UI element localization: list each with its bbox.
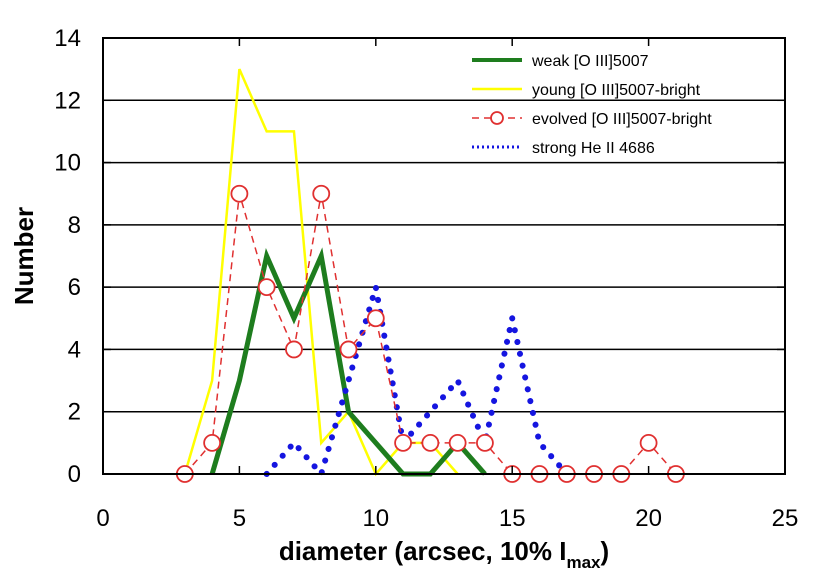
x-axis-label: diameter (arcsec, 10% Imax) bbox=[279, 536, 609, 572]
axis-ticks: 0 2 4 6 8 10 12 14 0 5 10 15 20 25 bbox=[54, 25, 798, 532]
x-tick-label: 25 bbox=[772, 505, 799, 532]
series-line bbox=[209, 247, 487, 477]
y-axis-label: Number bbox=[9, 207, 39, 305]
y-tick-label: 8 bbox=[68, 212, 81, 239]
data-point bbox=[476, 433, 494, 452]
y-tick-label: 10 bbox=[54, 150, 81, 177]
data-point bbox=[366, 309, 385, 328]
y-tick-label: 4 bbox=[68, 336, 81, 363]
data-point bbox=[421, 433, 440, 452]
y-tick-label: 14 bbox=[54, 25, 81, 52]
data-point bbox=[339, 340, 358, 359]
data-point bbox=[203, 433, 222, 452]
series-line bbox=[184, 193, 677, 475]
plot-frame bbox=[102, 37, 786, 475]
x-tick-label: 0 bbox=[96, 505, 109, 532]
data-point bbox=[312, 184, 331, 203]
series-line bbox=[183, 68, 459, 477]
legend-label: young [O III]5007-bright bbox=[532, 82, 701, 99]
x-tick-label: 5 bbox=[233, 505, 246, 532]
series-1 bbox=[209, 247, 487, 477]
legend-item-4: strong He II 4686 bbox=[472, 140, 655, 157]
legend-label: weak [O III]5007 bbox=[531, 53, 649, 70]
series-4 bbox=[263, 286, 570, 481]
legend-marker bbox=[490, 111, 504, 125]
data-point bbox=[230, 184, 249, 203]
data-point bbox=[257, 278, 276, 297]
legend: weak [O III]5007 young [O III]5007-bright… bbox=[472, 53, 712, 157]
data-point bbox=[448, 433, 467, 452]
data-point bbox=[639, 433, 658, 452]
legend-item-1: weak [O III]5007 bbox=[472, 53, 649, 70]
series-3 bbox=[175, 184, 685, 483]
legend-label: strong He II 4686 bbox=[532, 140, 655, 157]
legend-item-2: young [O III]5007-bright bbox=[472, 82, 701, 99]
grid bbox=[103, 99, 785, 413]
series-2 bbox=[183, 68, 459, 477]
x-tick-label: 15 bbox=[499, 505, 526, 532]
series-line bbox=[263, 286, 570, 481]
x-tick-label: 10 bbox=[362, 505, 389, 532]
y-tick-label: 2 bbox=[68, 399, 81, 426]
y-tick-label: 0 bbox=[68, 461, 81, 488]
y-tick-label: 6 bbox=[68, 274, 81, 301]
data-point bbox=[285, 340, 303, 359]
legend-item-3: evolved [O III]5007-bright bbox=[472, 111, 712, 128]
data-point bbox=[394, 433, 412, 452]
x-tick-label: 20 bbox=[635, 505, 662, 532]
y-tick-label: 12 bbox=[54, 87, 81, 114]
plot-series bbox=[175, 68, 685, 483]
legend-label: evolved [O III]5007-bright bbox=[532, 111, 712, 128]
